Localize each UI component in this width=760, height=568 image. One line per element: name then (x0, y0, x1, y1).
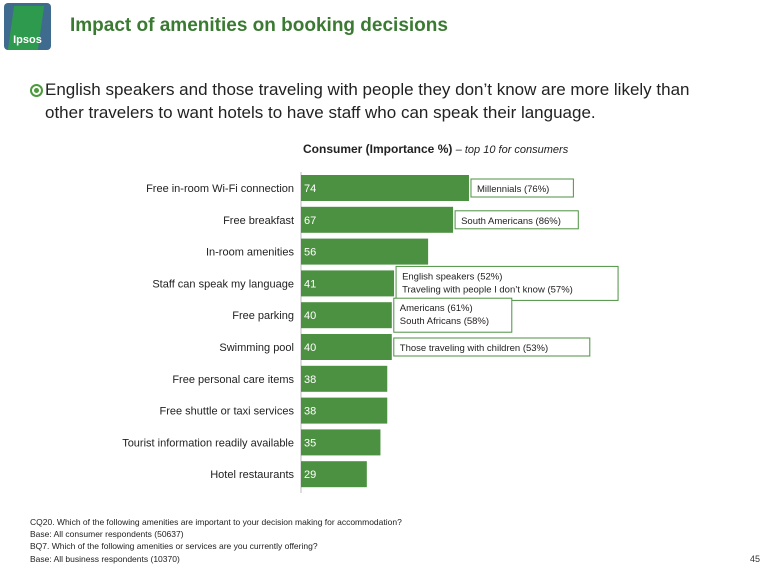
bar (301, 429, 381, 456)
bar (301, 365, 388, 392)
footnote: Base: All business respondents (10370) (30, 553, 180, 564)
bullet-text: English speakers and those traveling wit… (45, 80, 690, 122)
logo-text: Ipsos (13, 34, 42, 46)
category-label: Free personal care items (172, 374, 294, 386)
value-label: 40 (304, 310, 316, 322)
category-label: In-room amenities (206, 247, 295, 259)
footnote: Base: All consumer respondents (50637) (30, 529, 184, 540)
bar (301, 238, 429, 265)
annotation-text: South Americans (86%) (461, 216, 561, 227)
value-label: 56 (304, 247, 316, 259)
chart-title: Consumer (Importance %) – top 10 for con… (303, 142, 568, 156)
chart-title-main: Consumer (Importance %) (303, 142, 453, 156)
footnote: CQ20. Which of the following amenities a… (30, 517, 402, 527)
value-label: 74 (304, 183, 316, 195)
annotation-box (393, 297, 513, 333)
category-label: Staff can speak my language (152, 278, 294, 290)
page-title: Impact of amenities on booking decisions (70, 15, 448, 36)
annotation-box (393, 337, 591, 357)
value-label: 40 (304, 342, 316, 354)
category-label: Free in-room Wi-Fi connection (146, 183, 294, 195)
annotation-box (470, 178, 574, 198)
bullet-icon (30, 84, 43, 97)
category-label: Free shuttle or taxi services (160, 406, 295, 418)
bar (301, 461, 367, 488)
value-label: 67 (304, 215, 316, 227)
chart-title-subtitle: – top 10 for consumers (455, 144, 569, 156)
footnotes: CQ20. Which of the following amenities a… (30, 516, 402, 565)
category-label: Free breakfast (223, 215, 294, 227)
category-label: Hotel restaurants (210, 469, 294, 481)
bar (301, 334, 392, 360)
category-label: Free parking (232, 310, 294, 322)
bar (301, 206, 454, 233)
annotation-text: English speakers (52%) (402, 271, 502, 282)
value-label: 35 (304, 437, 316, 449)
annotation-text: Traveling with people I don’t know (57%) (402, 284, 573, 295)
annotation-box (454, 210, 579, 230)
page-number: 45 (749, 554, 760, 564)
category-label: Swimming pool (219, 342, 294, 354)
bar (301, 302, 392, 329)
bar (301, 175, 469, 201)
value-label: 38 (304, 406, 316, 418)
bullet-point: English speakers and those traveling wit… (30, 78, 730, 124)
value-label: 41 (304, 278, 316, 290)
bar (301, 270, 395, 297)
value-label: 29 (304, 469, 316, 481)
annotation-text: Millennials (76%) (477, 184, 549, 195)
value-label: 38 (304, 374, 316, 386)
annotation-text: Those traveling with children (53%) (400, 343, 548, 354)
footnote: BQ7. Which of the following amenities or… (30, 541, 318, 552)
bar (301, 397, 388, 424)
category-label: Tourist information readily available (122, 437, 294, 449)
annotation-text: South Africans (58%) (400, 316, 489, 327)
annotation-text: Americans (61%) (400, 303, 473, 314)
ipsos-logo: Ipsos (4, 3, 51, 50)
